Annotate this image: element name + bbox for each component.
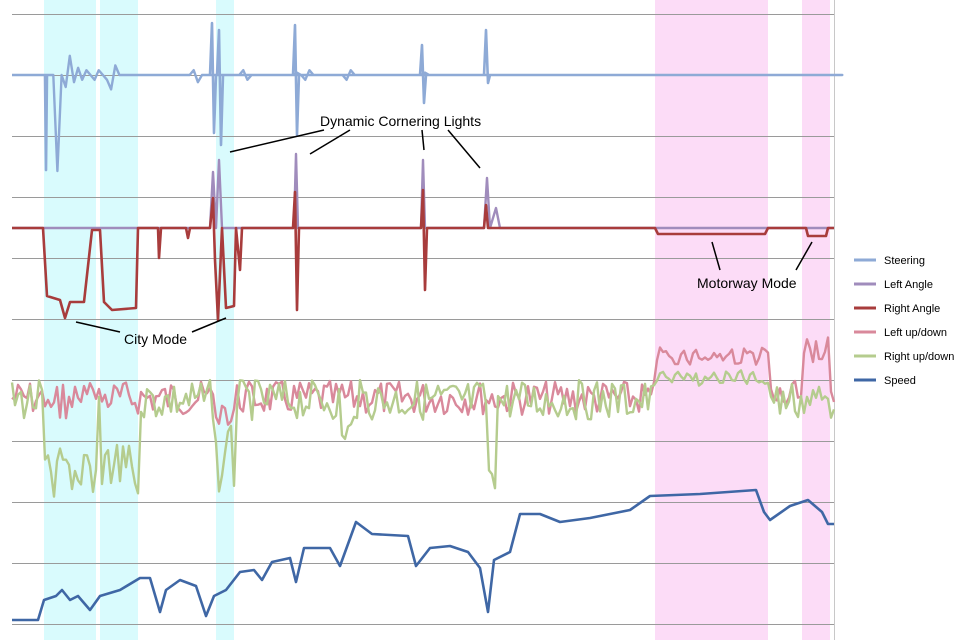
steering-spike-3 (418, 43, 428, 105)
series-steering-line (12, 54, 844, 173)
callout-lines (75, 129, 813, 333)
callout-line-5 (191, 317, 227, 333)
steering-spike-0 (208, 21, 218, 135)
legend-label-4: Right up/down (884, 351, 954, 363)
legend-label-0: Steering (884, 255, 925, 267)
legend-label-5: Speed (884, 375, 916, 387)
annotation-motorway-mode: Motorway Mode (697, 275, 797, 291)
steering-spike-1 (215, 28, 225, 147)
callout-line-4 (75, 321, 121, 333)
callout-line-3 (447, 129, 481, 169)
annotation-city-mode: City Mode (124, 331, 187, 347)
series-left-up-down-line (11, 336, 836, 426)
legend: Steering Left Angle Right Angle Left up/dow… (854, 255, 954, 387)
steering-spike-2 (291, 23, 301, 137)
legend-label-3: Left up/down (884, 327, 947, 339)
callout-line-1 (309, 129, 351, 155)
series-right-angle-line (12, 188, 834, 322)
callout-line-2 (421, 129, 425, 151)
callout-line-0 (229, 129, 325, 153)
callout-line-6 (711, 241, 721, 271)
series-speed-line (12, 488, 834, 622)
legend-label-2: Right Angle (884, 303, 940, 315)
callout-line-7 (795, 241, 813, 271)
annotations: Dynamic Cornering Lights City Mode Motor… (75, 113, 813, 347)
legend-label-1: Left Angle (884, 279, 933, 291)
series-lines (10, 21, 844, 622)
annotation-dynamic-cornering: Dynamic Cornering Lights (320, 113, 481, 129)
grid-lines (12, 0, 835, 640)
steering-spike-4 (482, 28, 492, 85)
steering-spike-city (43, 74, 49, 172)
series-right-up-down-line (10, 369, 836, 498)
